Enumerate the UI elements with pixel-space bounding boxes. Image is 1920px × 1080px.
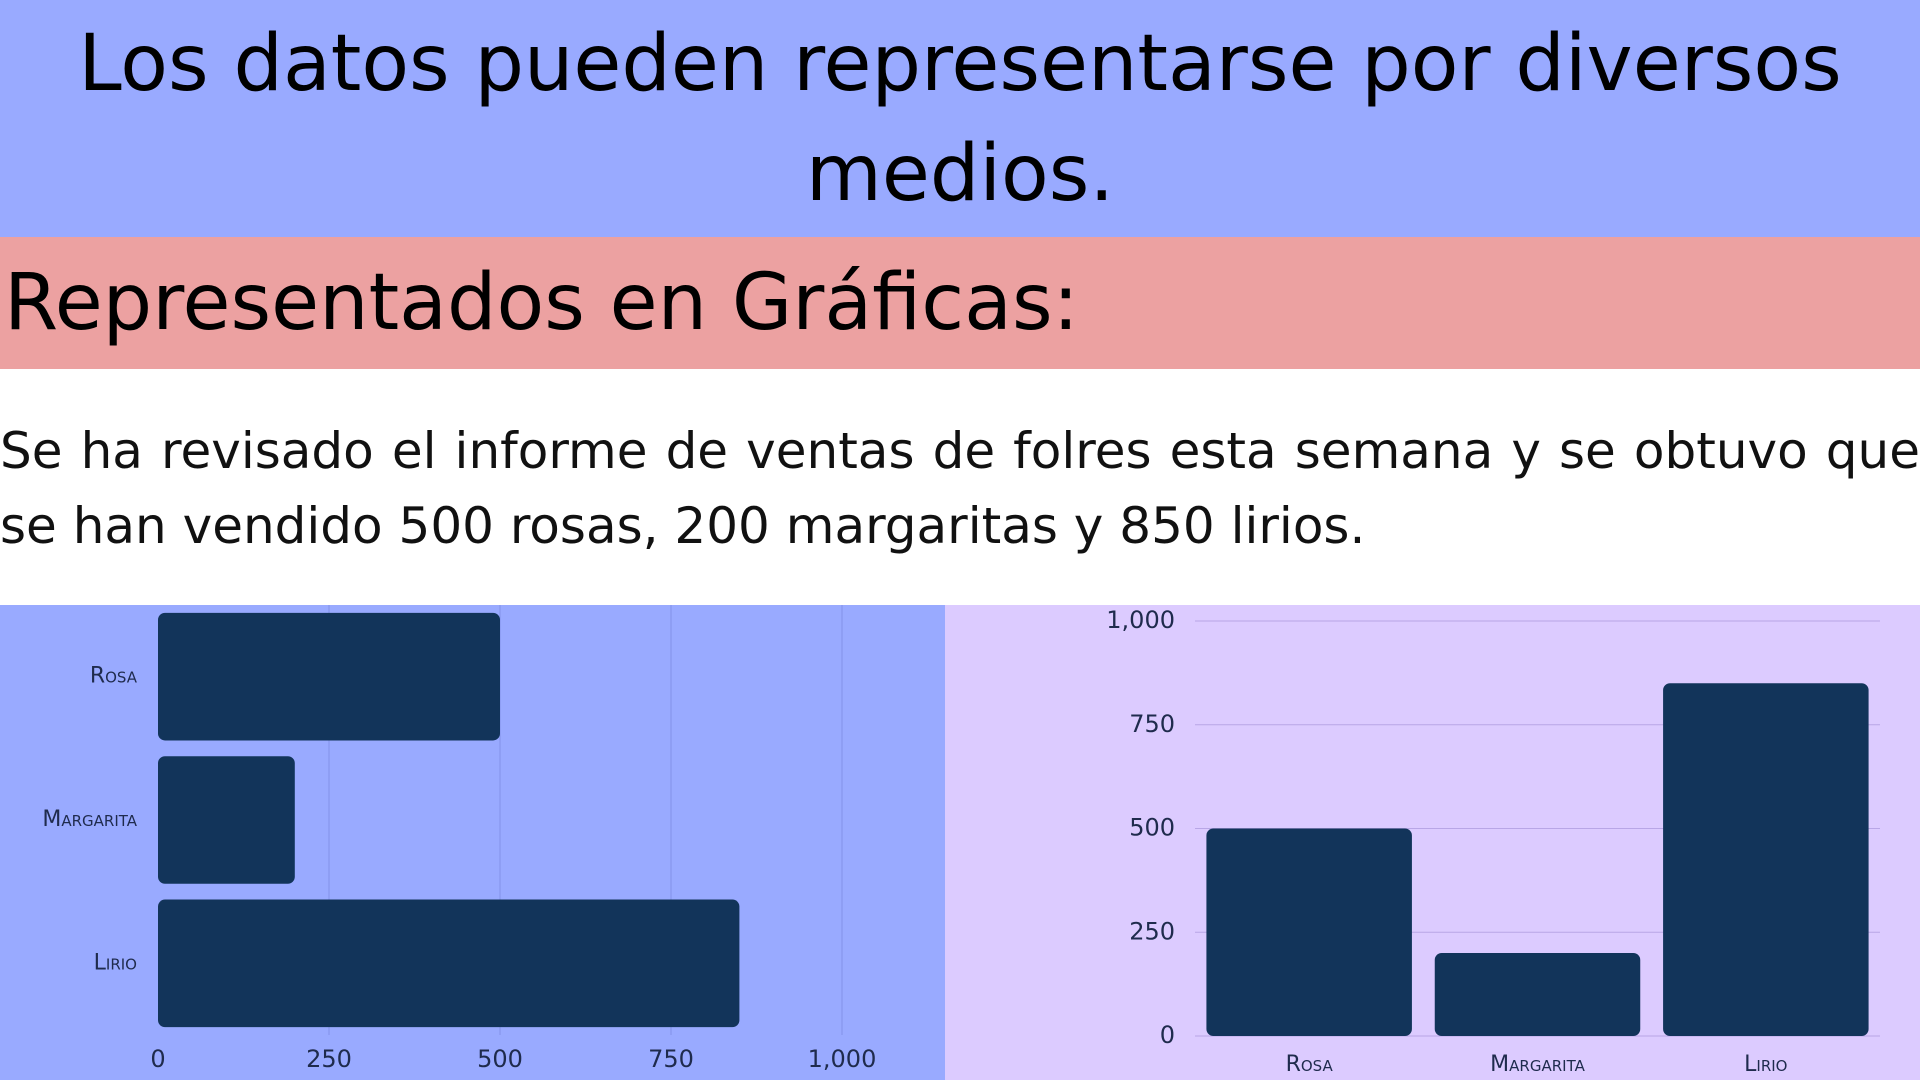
x-category-label: Rosa <box>1286 1052 1334 1077</box>
subtitle-band: Representados en Gráficas: <box>0 237 1920 369</box>
horizontal-bar-chart-svg: 0 250 500 750 1,000 Rosa Margarita Lirio <box>0 605 945 1080</box>
vertical-bar-chart-svg: 0 250 500 750 1,000 Rosa Margarita Lirio <box>945 605 1920 1080</box>
y-category-label: Margarita <box>42 807 137 832</box>
y-tick-label: 250 <box>1129 917 1175 945</box>
y-tick-label: 0 <box>1160 1021 1175 1049</box>
x-tick-label: 500 <box>477 1045 523 1073</box>
vertical-bar-chart: 0 250 500 750 1,000 Rosa Margarita Lirio <box>945 605 1920 1080</box>
bar-margarita <box>1435 953 1641 1036</box>
y-tick-label: 750 <box>1129 710 1175 738</box>
x-tick-label: 1,000 <box>808 1045 877 1073</box>
bar-lirio <box>1663 683 1869 1036</box>
bar-margarita <box>158 756 295 884</box>
y-tick-label: 1,000 <box>1106 606 1175 634</box>
title-band: Los datos pueden representarse por diver… <box>0 0 1920 237</box>
x-tick-label: 750 <box>648 1045 694 1073</box>
y-tick-label: 500 <box>1129 814 1175 842</box>
bar-rosa <box>1206 829 1412 1037</box>
y-category-label: Lirio <box>94 950 137 975</box>
section-heading: Representados en Gráficas: <box>4 237 1079 369</box>
x-tick-label: 250 <box>306 1045 352 1073</box>
bar-lirio <box>158 900 739 1028</box>
bar-rosa <box>158 613 500 741</box>
x-category-label: Lirio <box>1744 1052 1787 1077</box>
x-tick-label: 0 <box>150 1045 165 1073</box>
horizontal-bar-chart: 0 250 500 750 1,000 Rosa Margarita Lirio <box>0 605 945 1080</box>
description-paragraph: Se ha revisado el informe de ventas de f… <box>0 414 1920 564</box>
y-category-label: Rosa <box>90 664 138 689</box>
page-title: Los datos pueden representarse por diver… <box>50 9 1870 229</box>
x-category-label: Margarita <box>1490 1052 1585 1077</box>
